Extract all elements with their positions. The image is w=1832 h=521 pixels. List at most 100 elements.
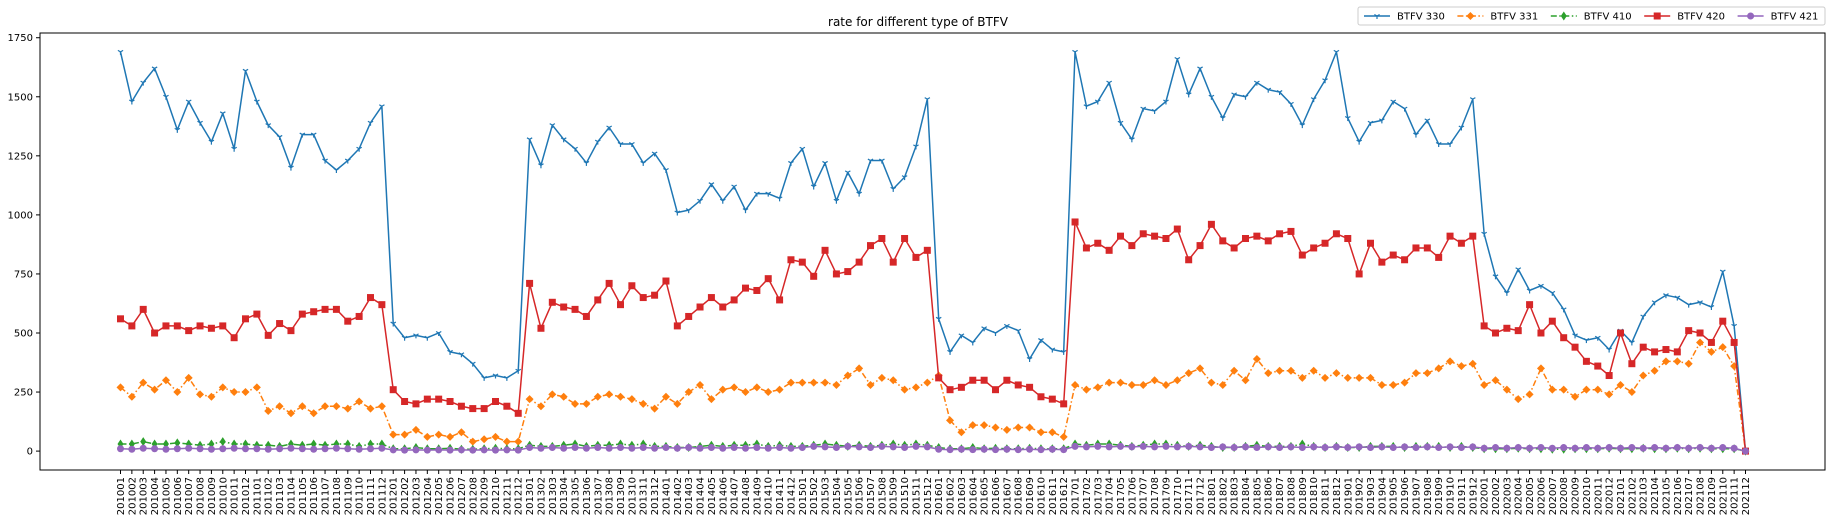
data-point: [1332, 230, 1340, 238]
data-point: [1197, 66, 1203, 72]
marker-stroke: [117, 49, 121, 53]
marker-stroke: [594, 139, 599, 143]
x-tick-label: 201910: [1446, 477, 1457, 515]
x-tick-label: 201005: [161, 477, 172, 515]
x-tick-label: 201809: [1298, 477, 1309, 515]
data-point: [1707, 347, 1716, 356]
data-point: [1502, 385, 1511, 394]
data-point: [821, 378, 830, 387]
marker-stroke: [1640, 314, 1644, 317]
data-point: [1127, 380, 1136, 389]
data-point: [981, 326, 988, 332]
marker-stroke: [1469, 97, 1474, 100]
data-point: [1548, 444, 1556, 452]
marker-stroke: [370, 120, 374, 124]
x-tick-label: 201911: [1457, 477, 1468, 515]
data-point: [548, 390, 557, 399]
x-tick-label: 201108: [332, 477, 343, 515]
marker-stroke: [1222, 116, 1226, 119]
marker-stroke: [1651, 300, 1655, 303]
data-point: [1298, 444, 1306, 452]
data-point: [1378, 118, 1385, 124]
data-point: [174, 438, 181, 448]
data-point: [264, 331, 272, 339]
marker-stroke: [549, 123, 553, 126]
marker-stroke: [1688, 302, 1692, 306]
legend-entry-btfv-410: BTFV 410: [1550, 11, 1632, 23]
data-point: [1707, 444, 1715, 452]
data-point: [1503, 324, 1511, 332]
data-point: [196, 445, 204, 453]
data-point: [1230, 366, 1239, 375]
marker-stroke: [1211, 94, 1215, 98]
data-point: [1276, 444, 1284, 452]
data-point: [332, 305, 340, 313]
data-point: [1060, 349, 1067, 355]
marker-stroke: [1642, 314, 1647, 317]
data-point: [1481, 231, 1488, 237]
data-point: [1458, 125, 1465, 131]
marker-stroke: [211, 139, 215, 143]
data-point: [139, 444, 147, 452]
data-point: [219, 322, 227, 330]
legend-marker: [1653, 12, 1661, 20]
data-point: [889, 443, 897, 451]
data-point: [207, 445, 215, 453]
x-tick-label: 201303: [548, 477, 559, 515]
data-point: [1117, 232, 1124, 240]
marker-stroke: [1106, 80, 1110, 84]
marker-stroke: [219, 111, 224, 114]
marker-stroke: [358, 146, 363, 150]
data-point: [1492, 274, 1499, 280]
x-tick-label: 201901: [1343, 477, 1354, 515]
data-point: [333, 167, 340, 174]
marker-stroke: [708, 182, 712, 185]
marker-stroke: [1722, 269, 1726, 273]
data-point: [1060, 446, 1068, 454]
data-point: [923, 246, 931, 254]
data-point: [139, 378, 148, 387]
marker-stroke: [404, 335, 408, 339]
data-point: [1538, 283, 1544, 289]
data-point: [1298, 373, 1307, 382]
data-point: [1185, 256, 1193, 264]
data-point: [252, 383, 261, 392]
data-point: [947, 349, 953, 355]
legend: BTFV 330 BTFV 331 BTFV 410 BTFV 420 BTFV 421: [1357, 6, 1826, 26]
data-point: [731, 184, 738, 190]
marker-stroke: [1435, 142, 1439, 145]
data-point: [1230, 444, 1238, 452]
data-point: [946, 416, 955, 425]
data-point: [1003, 445, 1011, 453]
data-point: [1219, 443, 1227, 451]
data-point: [1480, 322, 1488, 330]
data-point: [1594, 335, 1601, 341]
data-point: [469, 405, 477, 413]
data-point: [730, 296, 738, 304]
marker-stroke: [1665, 293, 1669, 296]
marker-stroke: [526, 137, 530, 140]
x-tick-label: 202011: [1593, 477, 1604, 515]
x-tick-label: 201111: [366, 477, 377, 515]
data-point: [151, 445, 159, 453]
marker-stroke: [992, 330, 996, 334]
data-point: [1060, 400, 1068, 408]
data-point: [1037, 393, 1045, 401]
x-tick-label: 201105: [298, 477, 309, 515]
data-point: [117, 445, 124, 453]
x-tick-label: 201512: [923, 477, 934, 515]
data-point: [1332, 443, 1340, 451]
marker-stroke: [367, 120, 371, 124]
data-point: [958, 333, 965, 339]
data-point: [1617, 329, 1624, 337]
marker-stroke: [663, 167, 667, 171]
data-point: [457, 446, 465, 454]
data-point: [821, 246, 829, 254]
data-point: [1616, 380, 1625, 389]
x-tick-label: 201810: [1309, 477, 1320, 515]
data-point: [151, 329, 159, 337]
data-point: [401, 397, 409, 405]
marker-stroke: [767, 191, 772, 195]
data-point: [1674, 295, 1681, 301]
marker-stroke: [1378, 118, 1383, 121]
